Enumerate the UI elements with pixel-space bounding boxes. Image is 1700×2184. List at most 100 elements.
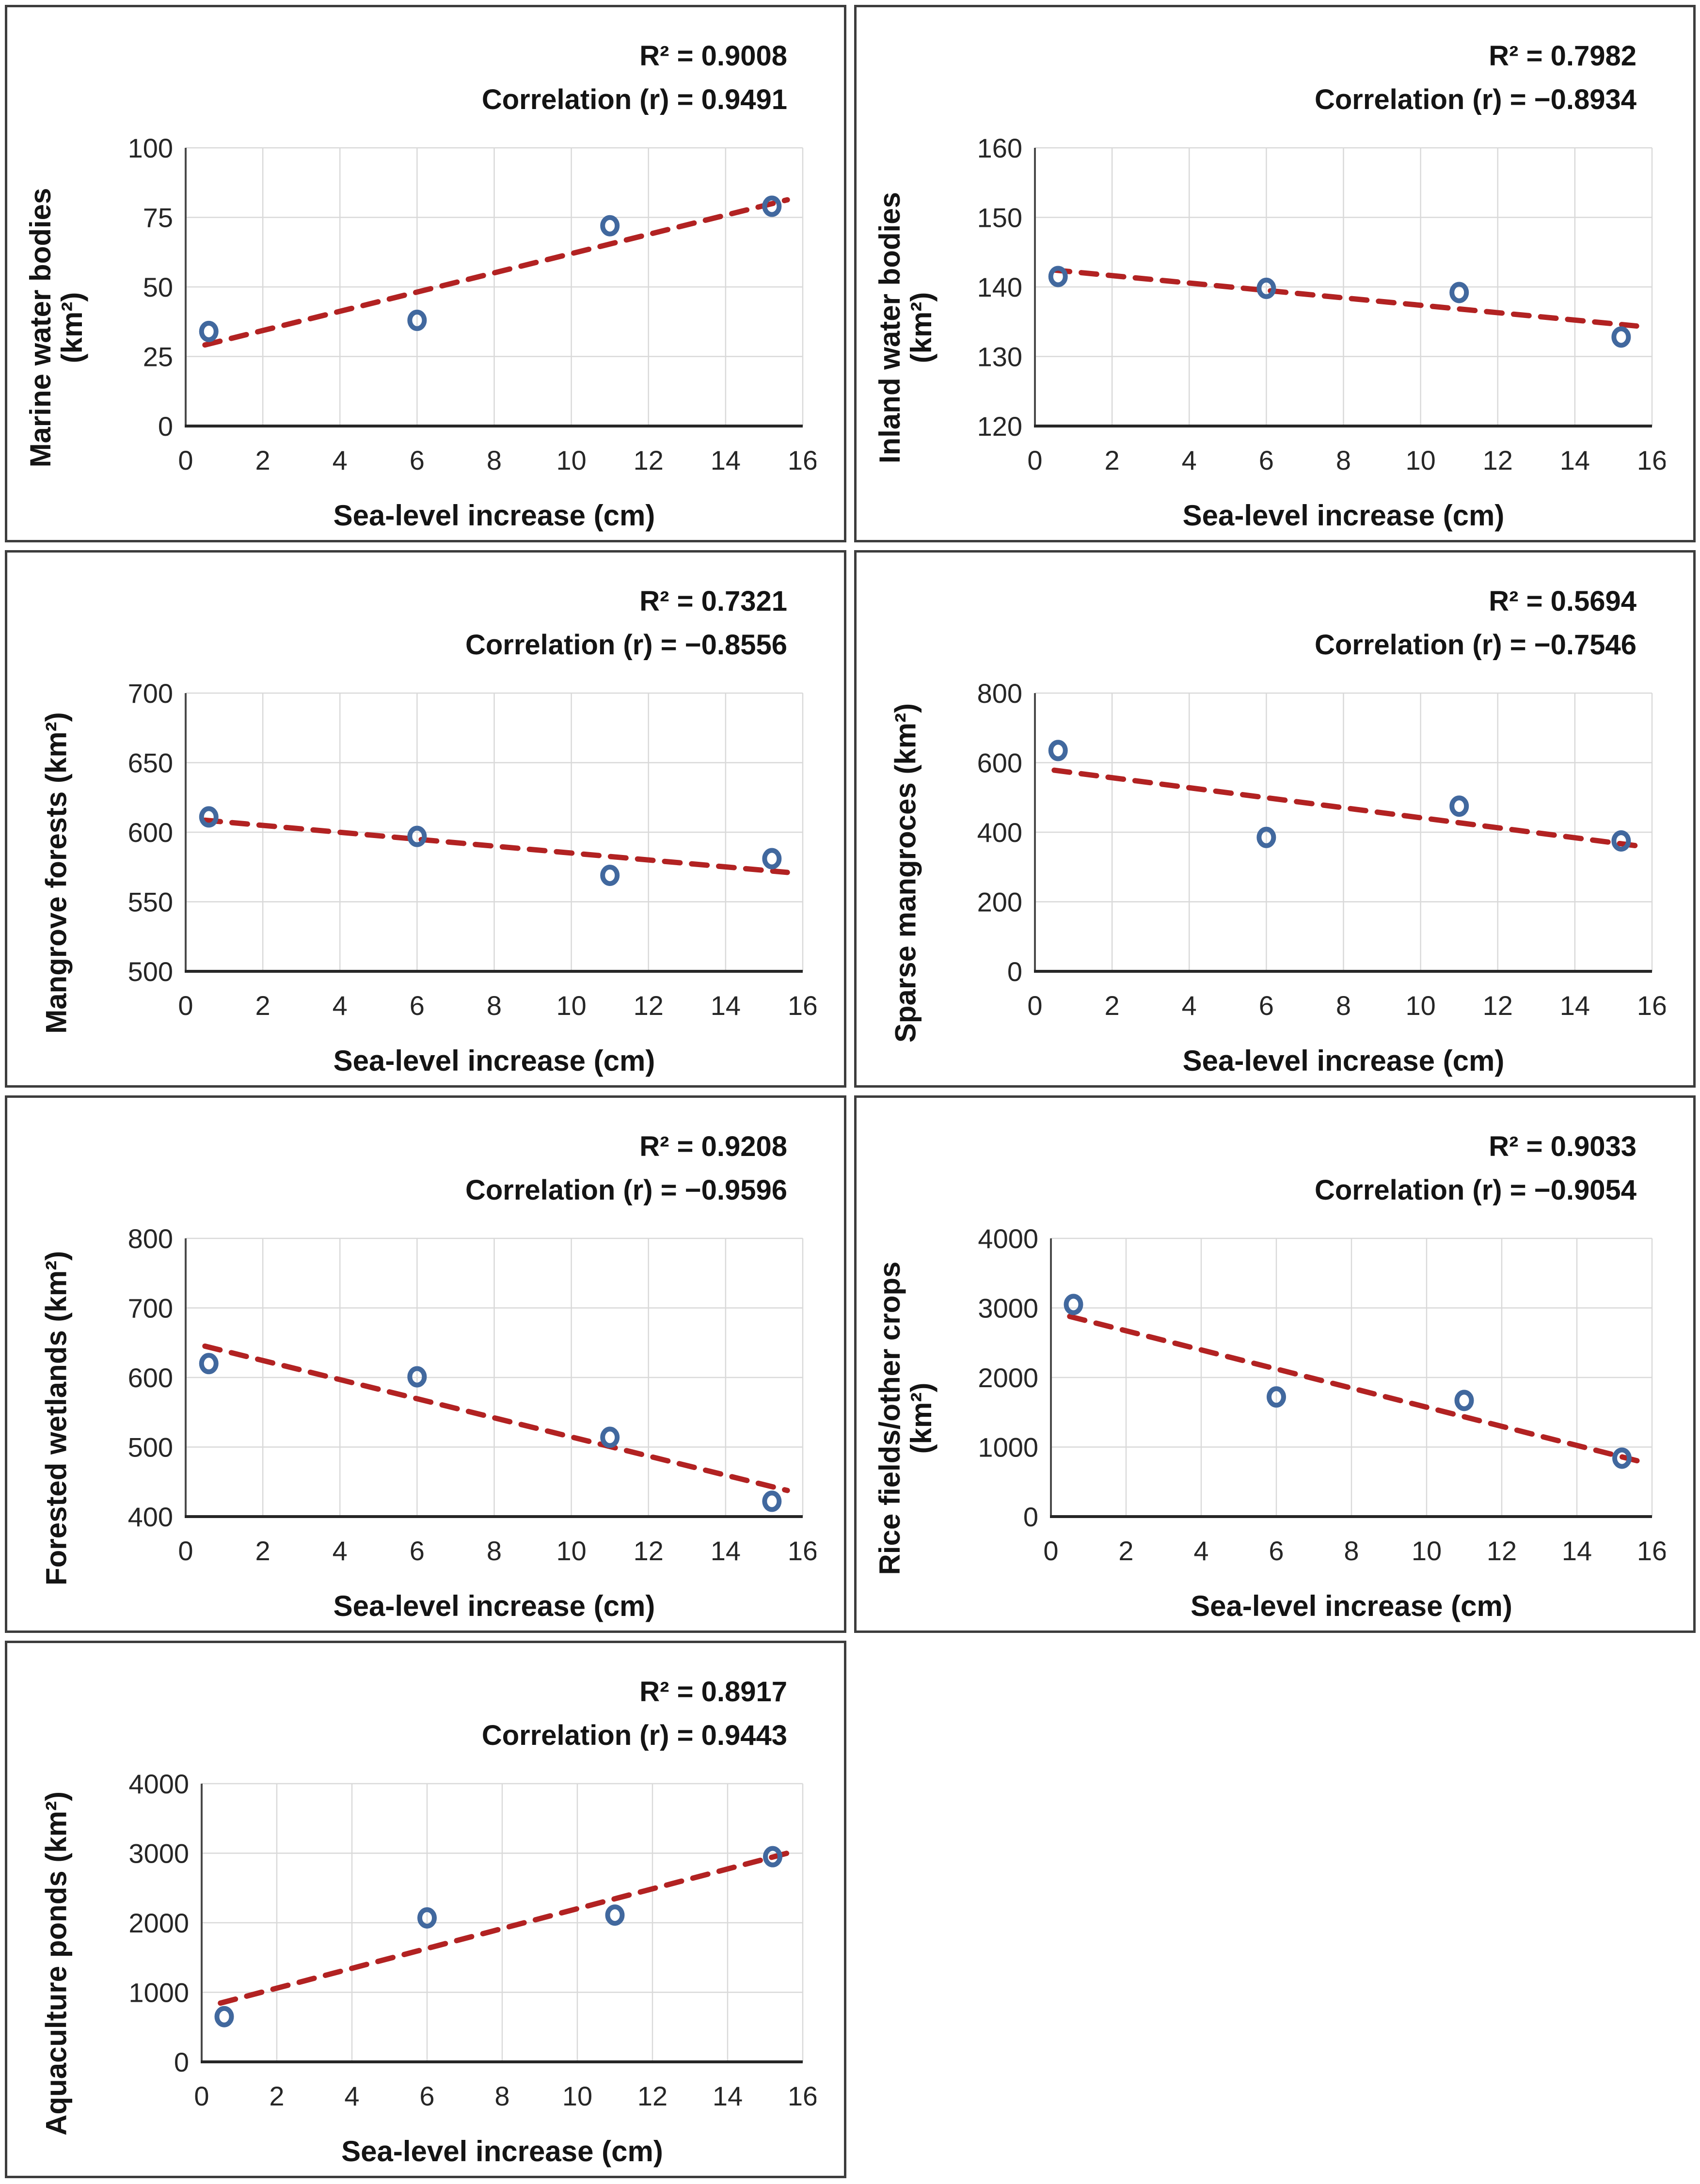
data-points bbox=[199, 806, 782, 886]
panel-forested-wetlands: R² = 0.9208 Correlation (r) = −0.9596 Fore… bbox=[5, 1095, 846, 1633]
x-tick-label: 6 bbox=[410, 990, 425, 1021]
x-tick-label: 12 bbox=[1483, 445, 1513, 475]
data-point-marker bbox=[762, 195, 782, 217]
x-tick-label: 14 bbox=[711, 445, 741, 475]
stats-block: R² = 0.7321 Correlation (r) = −0.8556 bbox=[14, 580, 833, 667]
y-tick-label: 140 bbox=[977, 272, 1022, 302]
data-point-marker bbox=[1048, 266, 1068, 287]
y-tick-label: 600 bbox=[977, 747, 1022, 778]
r2-value: R² = 0.7982 bbox=[1489, 40, 1636, 72]
x-tick-label: 4 bbox=[344, 2081, 359, 2111]
data-point-marker bbox=[1449, 795, 1469, 817]
stats-block: R² = 0.9008 Correlation (r) = 0.9491 bbox=[14, 34, 833, 122]
y-tick-label: 1000 bbox=[978, 1432, 1038, 1462]
y-tick-label: 4000 bbox=[128, 1770, 189, 1799]
x-tick-label: 8 bbox=[1336, 990, 1351, 1021]
y-tick-label: 400 bbox=[977, 817, 1022, 848]
y-axis-title-line: Marine water bodies bbox=[24, 188, 57, 468]
x-tick-label: 10 bbox=[556, 990, 586, 1021]
x-axis-title: Sea-level increase (cm) bbox=[1191, 1590, 1512, 1622]
y-axis-title: Rice fields/other crops (km²) bbox=[863, 1225, 948, 1630]
r2-value: R² = 0.9208 bbox=[639, 1131, 787, 1162]
y-tick-label: 25 bbox=[143, 341, 173, 372]
data-point-marker bbox=[407, 309, 427, 331]
data-point-marker bbox=[1256, 826, 1276, 848]
data-point-marker bbox=[1454, 1390, 1474, 1411]
trendline bbox=[1051, 767, 1639, 849]
data-point-marker bbox=[1048, 740, 1068, 761]
y-tick-label: 75 bbox=[143, 202, 173, 233]
data-point-marker bbox=[199, 1353, 219, 1375]
x-tick-label: 16 bbox=[788, 445, 816, 475]
trendline bbox=[218, 1850, 791, 2006]
gridlines bbox=[186, 692, 804, 971]
gridlines bbox=[1035, 692, 1653, 971]
y-tick-label: 0 bbox=[1023, 1502, 1038, 1532]
x-tick-label: 0 bbox=[1043, 1535, 1058, 1566]
data-point-marker bbox=[214, 2006, 234, 2027]
x-tick-label: 6 bbox=[410, 1535, 425, 1566]
y-tick-label: 600 bbox=[128, 1362, 173, 1393]
scatter-chart: 0 1000 2000 3000 4000 0 2 4 6 8 10 12 14 16 Sea-level … bbox=[978, 1225, 1666, 1622]
data-point-marker bbox=[605, 1904, 625, 1926]
y-tick-label: 50 bbox=[143, 272, 173, 302]
gridlines bbox=[1035, 147, 1653, 426]
x-tick-label: 16 bbox=[788, 990, 816, 1021]
y-tick-label: 800 bbox=[128, 1225, 173, 1254]
x-tick-label: 14 bbox=[1560, 990, 1590, 1021]
y-tick-label: 200 bbox=[977, 886, 1022, 917]
stats-block: R² = 0.9033 Correlation (r) = −0.9054 bbox=[863, 1125, 1683, 1212]
x-tick-label: 2 bbox=[255, 1535, 270, 1566]
x-tick-label: 16 bbox=[1637, 445, 1666, 475]
x-tick-label: 0 bbox=[1027, 990, 1042, 1021]
y-axis-title-line: Inland water bodies bbox=[873, 192, 906, 464]
scatter-chart: 400 500 600 700 800 0 2 4 6 8 10 12 14 16 Sea-level in… bbox=[128, 1225, 816, 1622]
x-tick-label: 0 bbox=[1027, 445, 1042, 475]
x-tick-label: 14 bbox=[1560, 445, 1590, 475]
r2-value: R² = 0.9033 bbox=[1489, 1131, 1636, 1162]
r2-value: R² = 0.5694 bbox=[1489, 586, 1636, 617]
data-point-marker bbox=[1267, 1386, 1286, 1408]
scatter-chart: 500 550 600 650 700 0 2 4 6 8 10 12 14 16 Sea-level in… bbox=[128, 680, 816, 1077]
x-tick-label: 14 bbox=[711, 1535, 741, 1566]
data-point-marker bbox=[1064, 1294, 1083, 1315]
x-tick-label: 12 bbox=[1487, 1535, 1517, 1566]
y-axis-title: Forested wetlands (km²) bbox=[14, 1225, 99, 1630]
data-point-marker bbox=[1612, 1447, 1632, 1469]
x-tick-label: 8 bbox=[487, 990, 502, 1021]
x-tick-label: 6 bbox=[419, 2081, 434, 2111]
data-points bbox=[1048, 740, 1631, 852]
y-tick-label: 3000 bbox=[128, 1838, 189, 1868]
data-point-marker bbox=[600, 215, 620, 237]
trendline bbox=[1067, 1314, 1640, 1463]
y-tick-label: 120 bbox=[977, 411, 1022, 442]
y-tick-label: 1000 bbox=[128, 1977, 189, 2008]
x-tick-label: 16 bbox=[788, 1535, 816, 1566]
gridlines bbox=[186, 147, 804, 426]
correlation-value: Correlation (r) = −0.8934 bbox=[1314, 83, 1636, 115]
y-tick-label: 550 bbox=[128, 886, 173, 917]
data-point-marker bbox=[199, 806, 219, 828]
x-tick-label: 12 bbox=[634, 1535, 664, 1566]
y-tick-label: 700 bbox=[128, 680, 173, 709]
x-tick-label: 10 bbox=[556, 1535, 586, 1566]
y-axis-title-line: (km²) bbox=[55, 292, 88, 364]
r2-value: R² = 0.7321 bbox=[639, 586, 787, 617]
x-tick-label: 6 bbox=[1259, 990, 1274, 1021]
y-axis-title-line: (km²) bbox=[905, 292, 937, 364]
x-tick-label: 16 bbox=[1637, 1535, 1666, 1566]
correlation-value: Correlation (r) = −0.9596 bbox=[465, 1174, 787, 1206]
data-points bbox=[199, 195, 782, 342]
y-tick-label: 500 bbox=[128, 956, 173, 987]
panel-marine-water-bodies: R² = 0.9008 Correlation (r) = 0.9491 Marin… bbox=[5, 5, 846, 542]
x-tick-label: 8 bbox=[1336, 445, 1351, 475]
x-tick-label: 6 bbox=[1259, 445, 1274, 475]
x-tick-label: 0 bbox=[194, 2081, 209, 2111]
x-tick-label: 2 bbox=[255, 990, 270, 1021]
y-tick-label: 150 bbox=[977, 202, 1022, 233]
y-tick-label: 160 bbox=[977, 134, 1022, 163]
gridlines bbox=[186, 1237, 804, 1517]
y-axis-title-line: Aquaculture ponds (km²) bbox=[40, 1791, 73, 2136]
data-point-marker bbox=[1611, 326, 1631, 348]
x-tick-label: 4 bbox=[333, 990, 348, 1021]
